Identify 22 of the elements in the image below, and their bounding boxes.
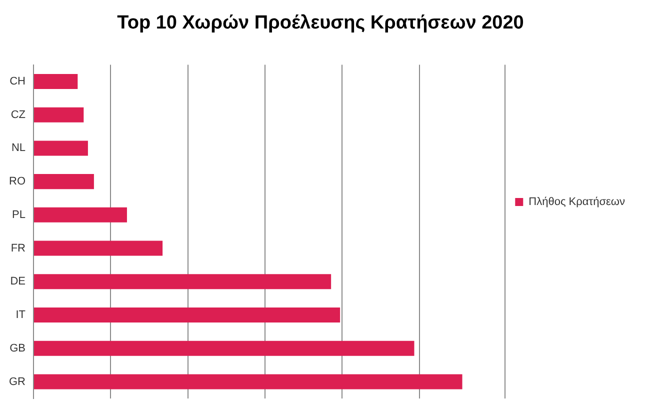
bar <box>34 107 84 122</box>
y-tick-label: RO <box>9 176 26 188</box>
bar <box>34 174 94 190</box>
y-tick-label: PL <box>12 208 26 221</box>
bar <box>34 340 414 356</box>
y-tick-label: GR <box>9 376 26 388</box>
chart-title: Top 10 Χωρών Προέλευσης Κρατήσεων 2020 <box>117 12 524 34</box>
y-tick-label: CZ <box>10 108 26 121</box>
bar <box>34 374 462 390</box>
legend-label: Πλήθος Κρατήσεων <box>528 196 626 208</box>
bar <box>34 274 332 290</box>
bar <box>34 74 78 89</box>
y-tick-label: DE <box>10 276 26 288</box>
y-tick-label: CH <box>10 76 26 88</box>
y-tick-label: GB <box>10 342 26 354</box>
y-tick-label: NL <box>11 142 26 154</box>
y-tick-label: IT <box>16 309 26 322</box>
bar <box>34 307 340 323</box>
bar <box>34 140 88 156</box>
bar <box>34 207 127 222</box>
bar <box>34 240 163 256</box>
y-tick-label: FR <box>10 242 26 254</box>
